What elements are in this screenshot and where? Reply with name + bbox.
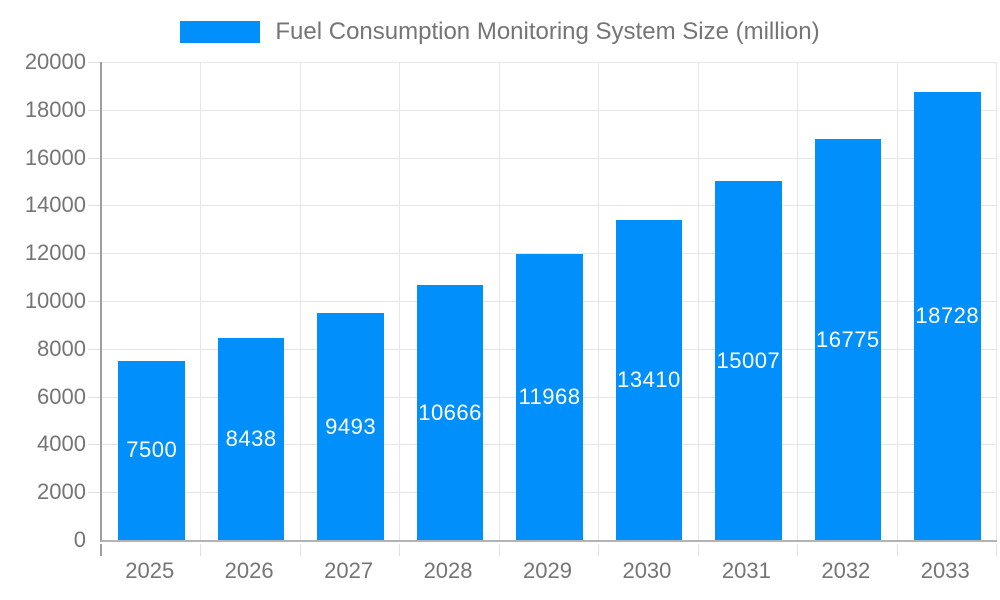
bar-2026: 8438 <box>217 338 285 540</box>
x-axis-tick <box>896 544 898 556</box>
y-axis-tick <box>88 253 100 255</box>
bar-value-label: 11968 <box>518 383 581 409</box>
x-axis-label: 2027 <box>324 558 374 583</box>
y-axis-label: 8000 <box>37 335 86 361</box>
x-gridline <box>498 62 500 540</box>
x-axis-tick <box>299 544 301 556</box>
legend-swatch <box>180 21 261 43</box>
x-axis-tick <box>598 544 600 556</box>
legend-label: Fuel Consumption Monitoring System Size … <box>275 17 820 45</box>
y-axis-tick <box>88 396 100 398</box>
x-gridline <box>200 62 202 540</box>
x-gridline <box>797 62 799 540</box>
plot-area: 7500 8438 9493 10666 11968 13410 15007 16775 187… <box>88 62 997 556</box>
x-gridline <box>996 62 997 540</box>
bar-2032: 16775 <box>814 139 882 540</box>
x-axis-tick <box>100 544 102 556</box>
y-axis-label: 10000 <box>24 288 86 313</box>
bar-value-label: 7500 <box>126 437 178 463</box>
y-axis-tick <box>88 205 100 207</box>
y-gridline <box>102 253 997 255</box>
x-gridline <box>697 62 699 540</box>
y-axis-label: 20000 <box>24 49 86 74</box>
bar-value-label: 16775 <box>815 326 880 352</box>
x-axis-label: 2026 <box>224 558 274 583</box>
bar-value-label: 18728 <box>915 303 980 329</box>
chart-legend[interactable]: Fuel Consumption Monitoring System Size … <box>0 10 1000 54</box>
y-axis-tick <box>88 157 100 159</box>
y-axis-label: 2000 <box>37 479 86 505</box>
y-axis-label: 0 <box>73 527 86 552</box>
bar-2025: 7500 <box>118 360 186 540</box>
y-axis-label: 14000 <box>24 192 86 218</box>
bar-2030: 13410 <box>615 219 683 540</box>
y-gridline <box>102 62 997 63</box>
bar-value-label: 8438 <box>225 426 277 452</box>
x-axis-label: 2032 <box>821 558 871 583</box>
bar-value-label: 10666 <box>418 399 482 425</box>
x-gridline <box>896 62 898 540</box>
y-axis-label: 18000 <box>24 96 86 122</box>
bar-2033: 18728 <box>913 92 981 540</box>
y-axis-label: 6000 <box>37 383 86 409</box>
y-axis-label: 4000 <box>37 431 86 457</box>
y-axis-tick <box>88 444 100 446</box>
bar-value-label: 9493 <box>325 413 377 439</box>
y-gridline <box>102 205 997 207</box>
y-gridline <box>102 109 997 111</box>
x-axis-tick <box>399 544 401 556</box>
y-gridline <box>102 157 997 159</box>
y-axis-tick <box>88 348 100 350</box>
bar-value-label: 15007 <box>716 347 781 373</box>
bar-value-label: 13410 <box>617 366 681 392</box>
y-axis-label: 16000 <box>24 144 86 170</box>
bar-2027: 9493 <box>317 313 384 540</box>
x-axis-tick <box>996 544 997 556</box>
bar-2031: 15007 <box>715 181 782 540</box>
x-axis-tick <box>200 544 202 556</box>
x-axis-tick <box>697 544 699 556</box>
x-axis-label: 2031 <box>721 558 771 583</box>
x-axis-tick <box>797 544 799 556</box>
bar-2028: 10666 <box>416 285 484 540</box>
x-gridline <box>299 62 301 540</box>
y-axis-tick <box>88 109 100 111</box>
bar-2029: 11968 <box>516 253 583 540</box>
x-axis-label: 2030 <box>622 558 672 583</box>
x-axis-label: 2033 <box>920 558 970 583</box>
x-gridline <box>399 62 401 540</box>
x-axis-label: 2029 <box>523 558 572 583</box>
x-axis-label: 2025 <box>125 558 175 583</box>
x-gridline <box>598 62 600 540</box>
y-axis-label: 12000 <box>24 240 86 266</box>
x-axis-tick <box>498 544 500 556</box>
y-axis-tick <box>88 301 100 302</box>
x-axis-label: 2028 <box>423 558 473 583</box>
y-axis-tick <box>88 62 100 63</box>
y-axis-tick <box>88 492 100 494</box>
